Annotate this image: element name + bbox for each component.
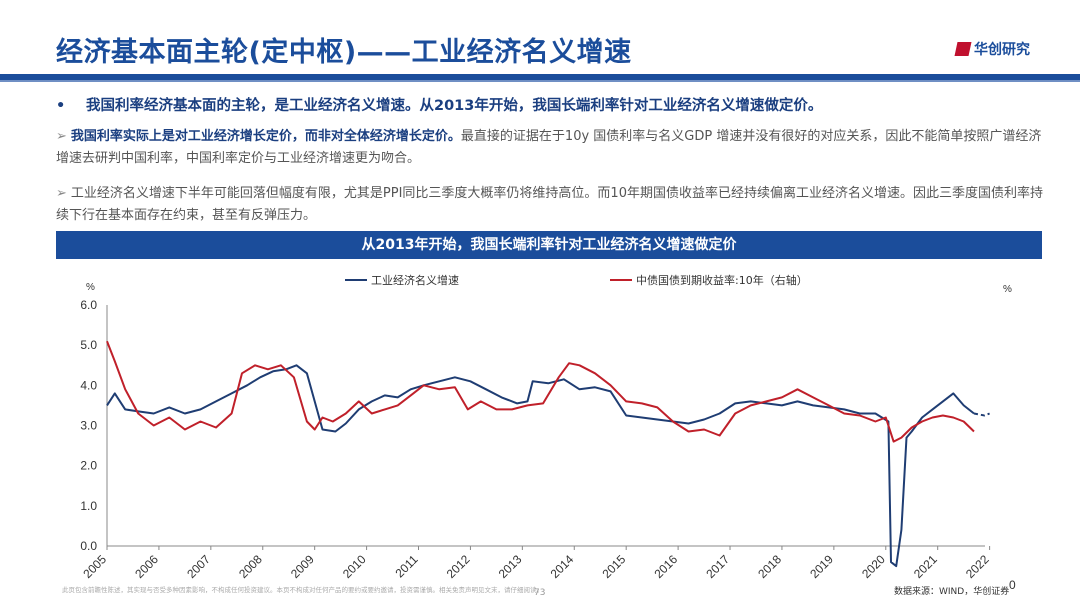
x-tick-label: 2022 [963,552,992,581]
paragraph-1-bold: 我国利率实际上是对工业经济增长定价，而非对全体经济增长定价。 [70,129,461,144]
y-axis-unit: % [86,282,95,293]
y-tick-label: 1.0 [80,499,97,513]
x-tick-label: 2014 [548,552,577,581]
x-tick-label: 2017 [703,552,732,581]
x-tick-label: 2008 [236,552,265,581]
y-tick-label: 0.0 [80,539,97,553]
legend-label-1: 工业经济名义增速 [371,273,459,287]
logo-text: 华创研究 [974,42,1030,58]
y-tick-label: 3.0 [80,419,97,433]
x-tick-label: 2013 [496,552,525,581]
logo-mark-icon [954,42,972,56]
x-tick-label: 2010 [340,552,369,581]
y-tick-label: 4.0 [80,378,97,392]
x-tick-label: 2015 [600,552,629,581]
paragraph-2: ➢ 工业经济名义增速下半年可能回落但幅度有限，尤其是PPI同比三季度大概率仍将维持… [56,183,1046,227]
main-bullet-text: 我国利率经济基本面的主轮，是工业经济名义增速。从2013年开始，我国长端利率针对… [86,98,823,114]
series-line-2 [106,340,975,443]
chart-banner: 从2013年开始，我国长端利率针对工业经济名义增速做定价 [56,231,1042,259]
x-tick-label: 2019 [807,552,836,581]
header-rule [0,74,1080,82]
bullet-dot-icon: • [56,98,66,114]
x-tick-label: 2009 [288,552,317,581]
main-bullet: • 我国利率经济基本面的主轮，是工业经济名义增速。从2013年开始，我国长端利率针… [56,94,822,115]
y-tick-label: 6.0 [80,298,97,312]
y-tick-label: 5.0 [80,338,97,352]
arrow-bullet-icon: ➢ [56,129,67,144]
line-chart: 0.0 1.0 2.0 3.0 4.0 5.0 6.0% % 0 2005 2006 2007 2008… [80,273,1016,592]
y2-tick-label: 0 [1009,578,1016,592]
y-tick-label: 2.0 [80,459,97,473]
paragraph-1: ➢ 我国利率实际上是对工业经济增长定价，而非对全体经济增长定价。最直接的证据在于1… [56,126,1046,170]
y2-axis-unit: % [1003,284,1012,295]
x-tick-label: 2007 [184,552,213,581]
paragraph-2-text: 工业经济名义增速下半年可能回落但幅度有限，尤其是PPI同比三季度大概率仍将维持高… [56,186,1043,223]
x-tick-label: 2005 [80,552,109,581]
series-line-1-projection [973,412,990,417]
arrow-bullet-icon: ➢ [56,186,67,201]
x-tick-label: 2016 [651,552,680,581]
page-title: 经济基本面主轮(定中枢)——工业经济名义增速 [56,37,632,68]
disclaimer: 此页包含前瞻性陈述，其实现与否受多种因素影响，不构成任何投资建议。本页不构成对任… [62,586,543,594]
x-tick-label: 2018 [755,552,784,581]
x-tick-label: 2021 [911,552,940,581]
x-tick-label: 2012 [444,552,473,581]
page-number: 73 [534,588,546,598]
x-tick-label: 2011 [392,552,420,580]
brand-logo: 华创研究 [954,40,1030,58]
legend-label-2: 中债国债到期收益率:10年（右轴） [636,273,808,287]
x-tick-label: 2006 [132,552,161,581]
x-tick-label: 2020 [859,552,888,581]
paragraph-1-text: 最直接的证据在于10y 国债利率与名义GDP 增速并没有很好的对应关系，因此不能… [56,129,1042,166]
data-source: 数据来源：WIND，华创证券 [894,587,1010,597]
